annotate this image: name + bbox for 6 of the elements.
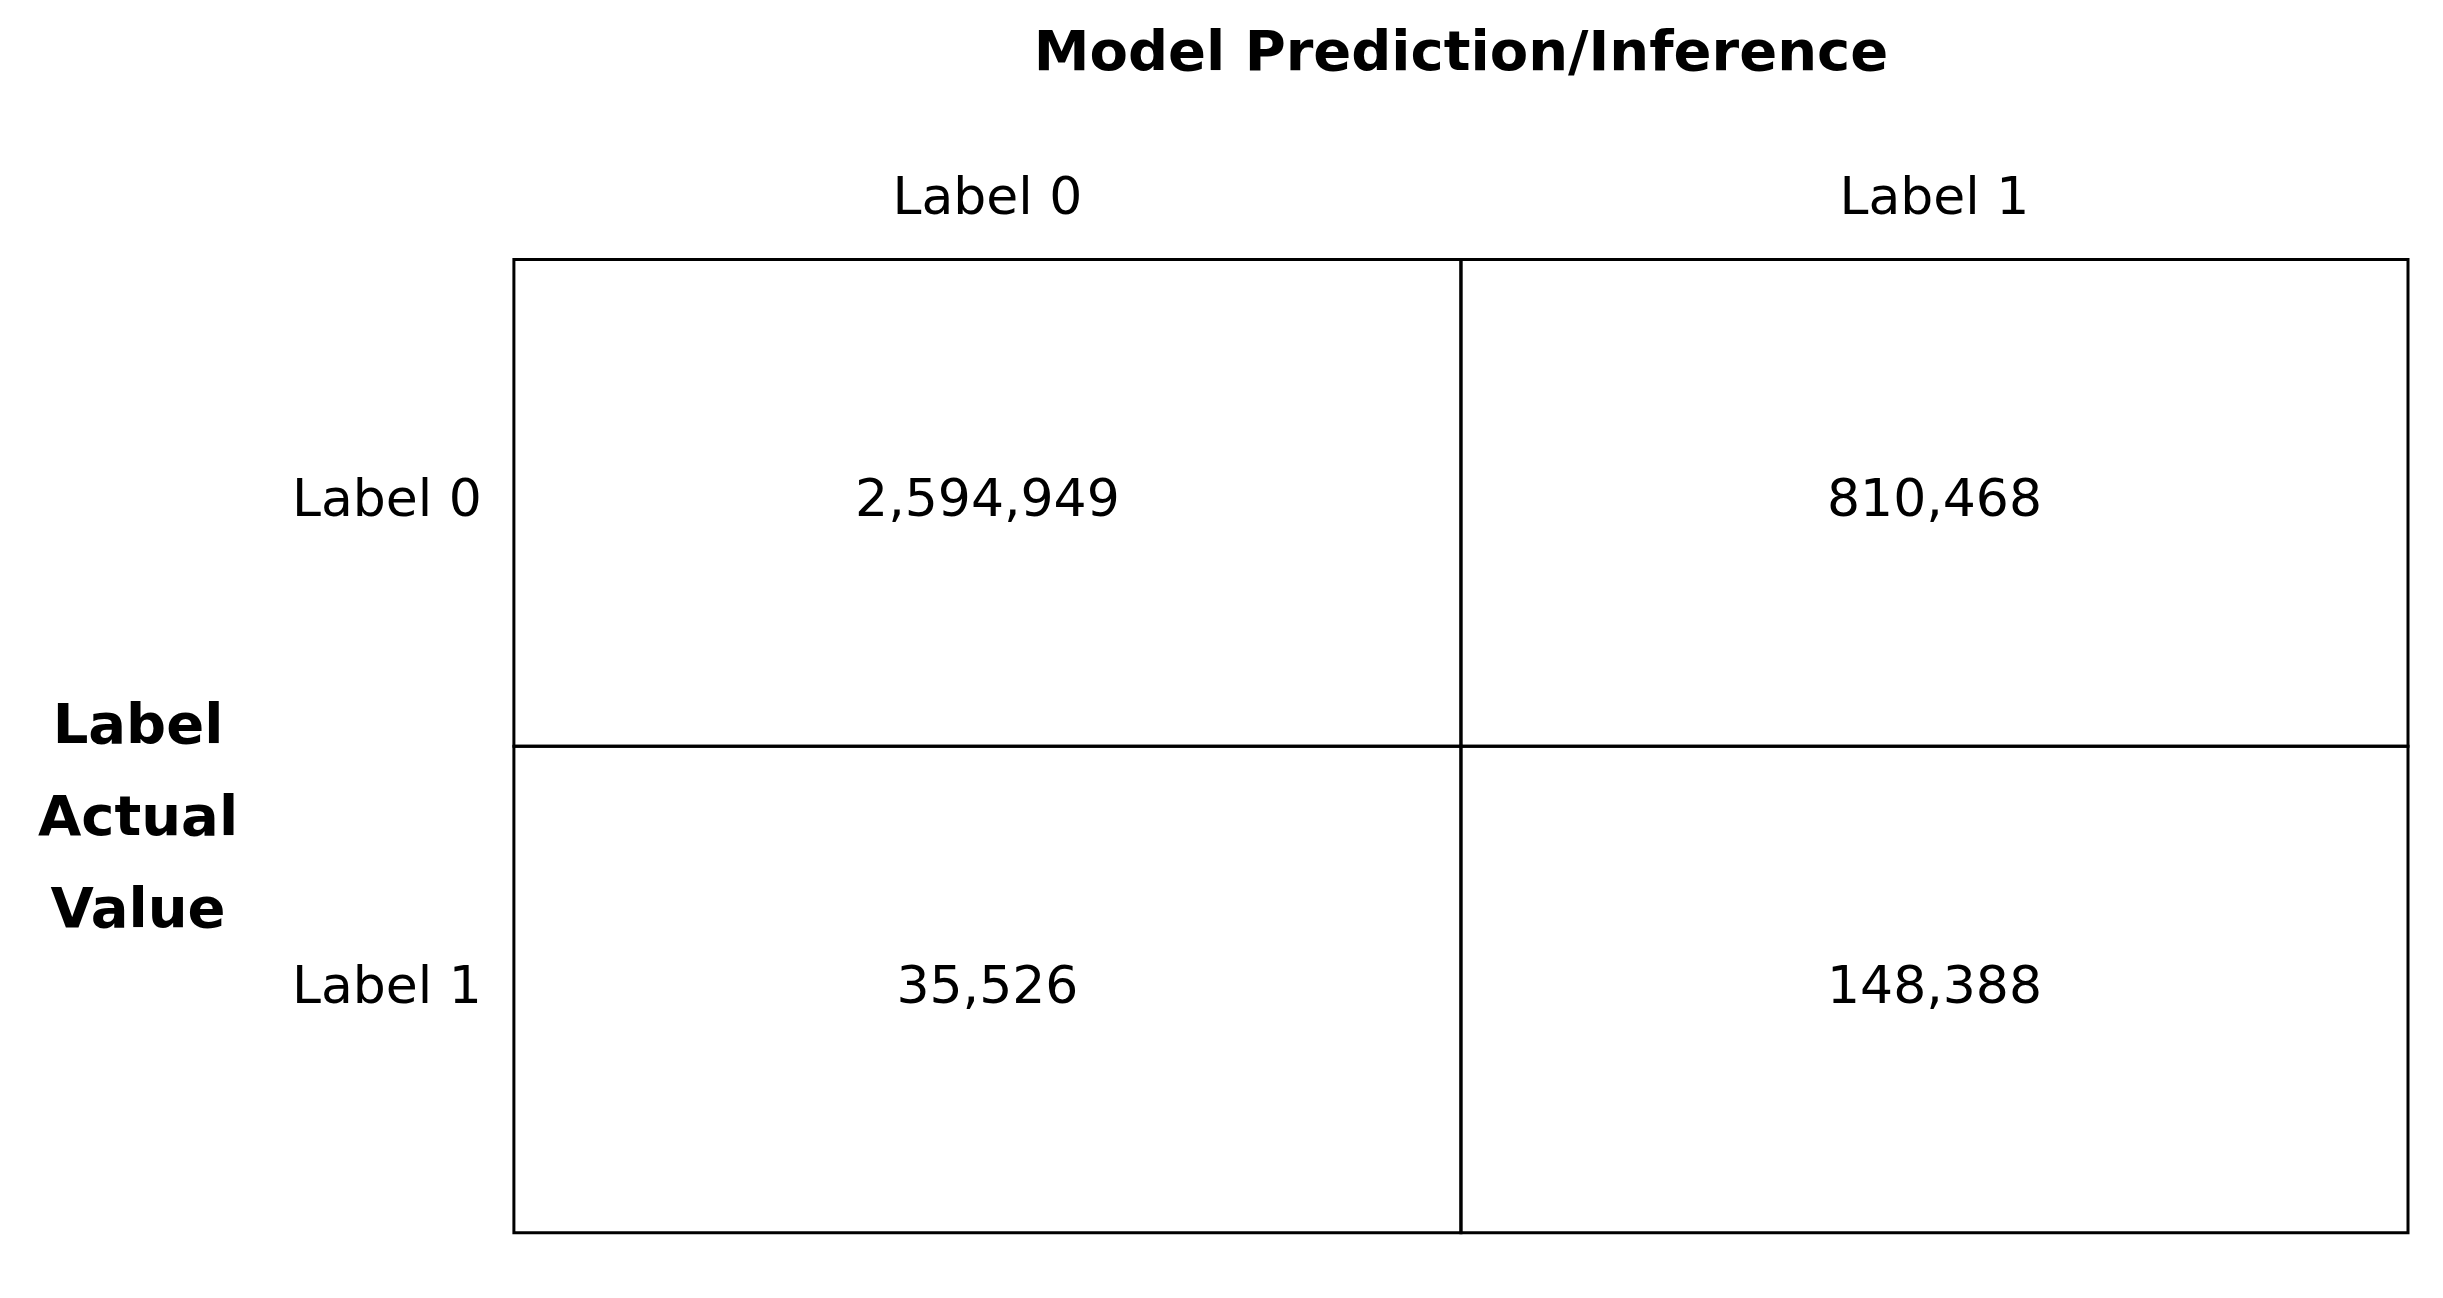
- data-label: 2,594,949: [855, 468, 1120, 529]
- data-label: 148,388: [1826, 955, 2042, 1016]
- data-label: 810,468: [1826, 468, 2042, 529]
- data-label: 35,526: [896, 955, 1079, 1016]
- y-axis-title: Label Actual Value: [36, 690, 240, 942]
- x-axis-title: Model Prediction/Inference: [1033, 18, 1889, 84]
